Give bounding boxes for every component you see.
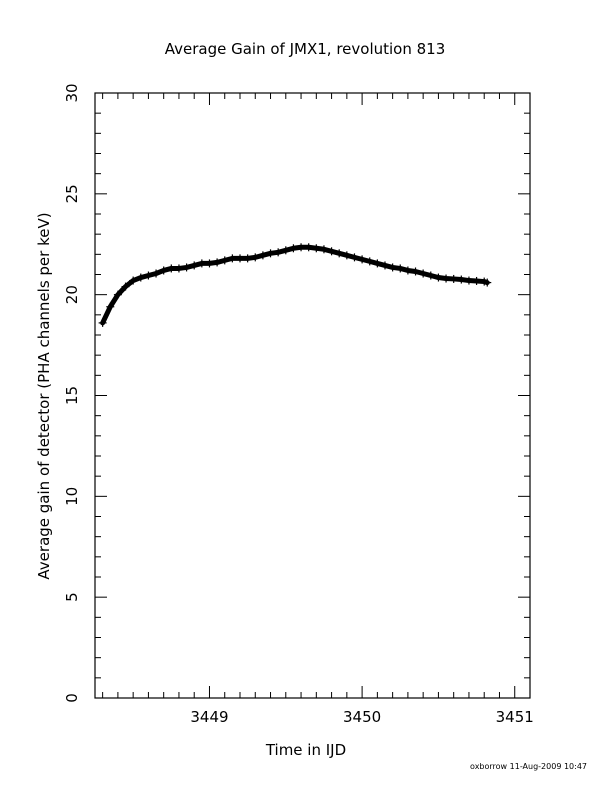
- data-point: [483, 278, 492, 287]
- data-point: [159, 266, 168, 275]
- data-point: [396, 264, 405, 273]
- gain-series-points: [98, 243, 492, 327]
- x-tick-label: 3450: [343, 708, 381, 726]
- data-point: [251, 253, 260, 262]
- x-axis-ticks: 3449 3450 3451: [102, 93, 534, 726]
- data-point: [304, 243, 313, 252]
- data-point: [274, 248, 283, 257]
- data-point: [365, 257, 374, 266]
- data-point: [197, 259, 206, 268]
- data-point: [457, 275, 466, 284]
- data-point: [419, 269, 428, 278]
- data-point: [312, 244, 321, 253]
- data-point: [449, 274, 458, 283]
- data-point: [327, 247, 336, 256]
- data-point: [297, 243, 306, 252]
- data-point: [136, 273, 145, 282]
- data-point: [106, 302, 115, 311]
- data-point: [342, 251, 351, 260]
- data-point: [319, 245, 328, 254]
- y-tick-label: 0: [63, 693, 81, 703]
- data-point: [403, 266, 412, 275]
- y-tick-label: 10: [63, 487, 81, 506]
- y-tick-label: 30: [63, 83, 81, 102]
- data-point: [381, 261, 389, 270]
- data-point: [442, 274, 451, 283]
- y-axis-ticks: 0 5 10 15 20 25 30: [63, 83, 530, 703]
- x-axis-label: Time in IJD: [265, 741, 346, 759]
- x-tick-label: 3451: [496, 708, 534, 726]
- data-point: [388, 263, 397, 272]
- plot-frame: [94, 92, 531, 699]
- data-point: [190, 261, 199, 270]
- chart-title: Average Gain of JMX1, revolution 813: [165, 40, 446, 58]
- data-point: [472, 276, 481, 285]
- data-point: [266, 249, 275, 258]
- data-point: [411, 267, 420, 276]
- data-point: [182, 263, 191, 272]
- data-point: [205, 259, 214, 268]
- data-point: [236, 254, 244, 263]
- data-point: [121, 282, 130, 291]
- data-point: [258, 251, 267, 260]
- data-point: [152, 269, 161, 278]
- data-point: [350, 253, 359, 262]
- gain-series-line: [100, 244, 490, 326]
- x-tick-label: 3449: [190, 708, 228, 726]
- data-point: [144, 271, 153, 280]
- data-point: [220, 256, 229, 265]
- data-point: [113, 290, 122, 299]
- data-point: [98, 318, 107, 327]
- y-axis-label: Average gain of detector (PHA channels p…: [35, 212, 53, 579]
- data-point: [281, 246, 290, 255]
- data-point: [289, 244, 298, 253]
- data-point: [228, 254, 237, 263]
- data-point: [434, 273, 443, 282]
- data-point: [213, 258, 222, 267]
- data-point: [167, 264, 176, 273]
- data-point: [426, 271, 435, 280]
- y-tick-label: 25: [63, 184, 81, 203]
- data-point: [373, 259, 382, 268]
- data-point: [174, 264, 183, 273]
- data-point: [464, 276, 473, 285]
- y-tick-label: 20: [63, 285, 81, 304]
- data-point: [358, 255, 367, 264]
- data-point: [335, 249, 344, 258]
- data-point: [129, 276, 138, 285]
- y-tick-label: 5: [63, 592, 81, 602]
- footer-credit: oxborrow 11-Aug-2009 10:47: [470, 762, 587, 771]
- data-point: [243, 254, 252, 263]
- y-tick-label: 15: [63, 386, 81, 405]
